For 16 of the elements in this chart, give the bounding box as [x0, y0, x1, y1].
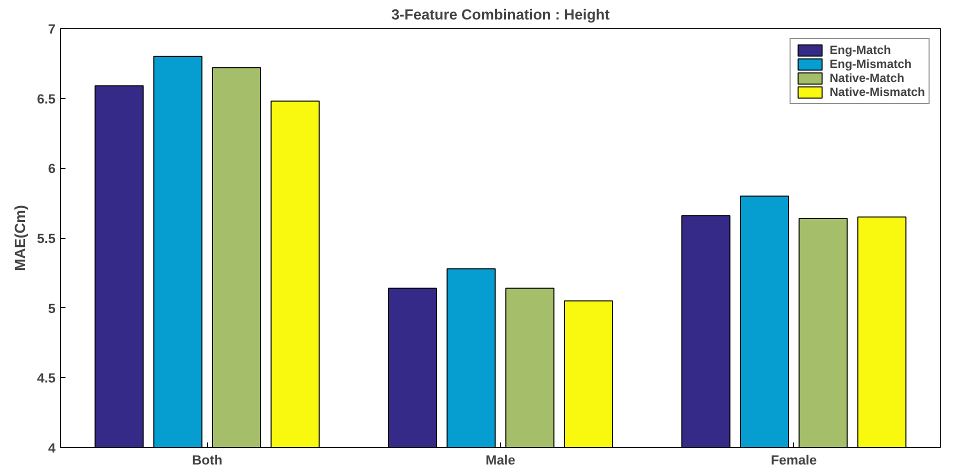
y-tick-label: 6 [48, 161, 56, 176]
legend-label: Eng-Mismatch [830, 57, 912, 71]
y-tick-label: 5.5 [36, 231, 56, 246]
y-tick-label: 4 [48, 440, 56, 456]
legend-label: Native-Mismatch [830, 85, 925, 99]
y-tick-label: 4.5 [36, 370, 56, 386]
y-tick-label: 5 [48, 300, 56, 316]
y-tick-label: 6.5 [36, 91, 56, 106]
chart-title: 3-Feature Combination : Height [391, 8, 610, 24]
legend-label: Native-Match [830, 71, 904, 85]
y-tick-label: 7 [48, 22, 56, 36]
legend-label: Eng-Match [830, 43, 891, 57]
x-tick-label: Both [192, 452, 222, 468]
x-tick-label: Male [486, 452, 516, 468]
x-tick-label: Female [770, 452, 817, 468]
y-axis-title: MAE(Cm) [12, 204, 29, 271]
